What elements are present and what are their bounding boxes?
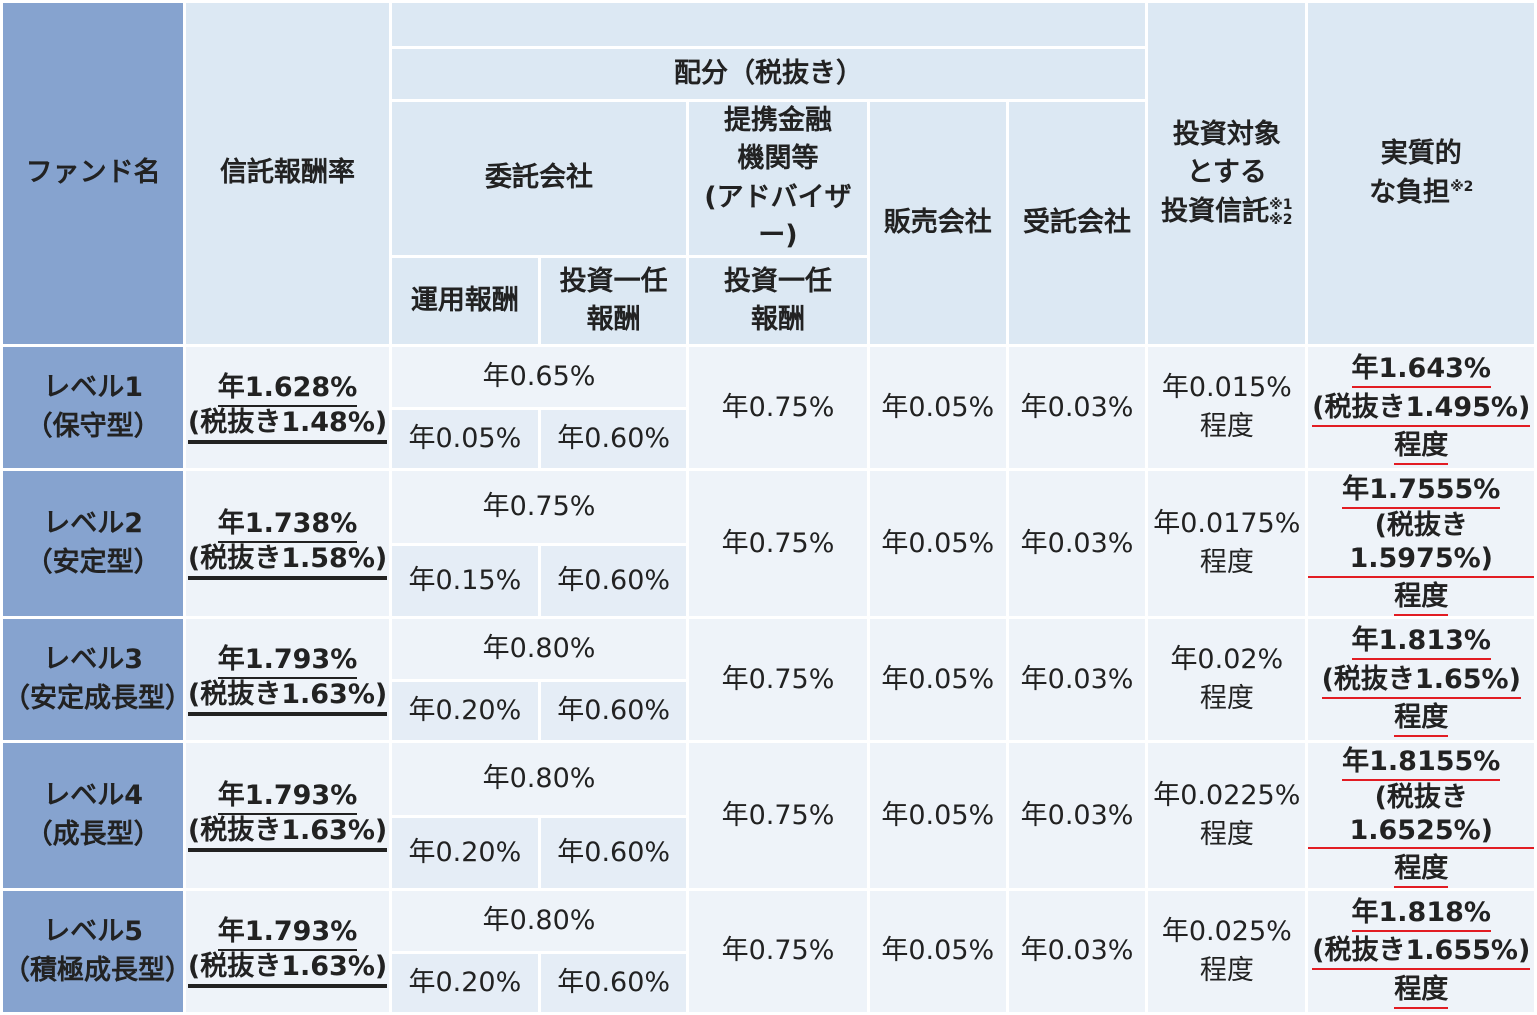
- distributor-fee-cell: 年0.05%: [869, 619, 1006, 741]
- table-row: レベル1 （保守型） 年1.628% (税抜き1.48%) 年0.65% 年0.75…: [3, 347, 1534, 469]
- table-row: レベル5 （積極成長型） 年1.793% (税抜き1.63%) 年0.80% 年0.…: [3, 891, 1534, 1013]
- header-trust-fee-rate: 信託報酬率: [186, 3, 389, 345]
- header-allocation: 配分（税抜き）: [391, 49, 1146, 99]
- header-blank: [391, 3, 1146, 46]
- header-discretionary-fee: 投資一任 報酬: [541, 258, 687, 345]
- management-fee-cell: 年0.05%: [391, 410, 539, 469]
- distributor-fee-cell: 年0.05%: [869, 743, 1006, 889]
- trust-fee-rate-cell: 年1.793% (税抜き1.63%): [186, 891, 389, 1013]
- management-fee-cell: 年0.15%: [391, 546, 539, 617]
- discretionary-fee-cell: 年0.60%: [541, 410, 687, 469]
- header-actual-burden: 実質的 な負担※2: [1308, 3, 1534, 345]
- actual-burden-cell: 年1.643% (税抜き1.495%) 程度: [1308, 347, 1534, 469]
- partner-fee-cell: 年0.75%: [689, 471, 867, 617]
- invest-target-cell: 年0.015% 程度: [1148, 347, 1306, 469]
- trustee-fee-cell: 年0.03%: [1008, 471, 1146, 617]
- consignor-total-cell: 年0.80%: [391, 619, 687, 680]
- fund-name-cell: レベル3 （安定成長型）: [3, 619, 192, 741]
- partner-fee-cell: 年0.75%: [689, 743, 867, 889]
- trustee-fee-cell: 年0.03%: [1008, 619, 1146, 741]
- partner-fee-cell: 年0.75%: [689, 347, 867, 469]
- actual-burden-cell: 年1.818% (税抜き1.655%) 程度: [1308, 891, 1534, 1013]
- consignor-total-cell: 年0.80%: [391, 743, 687, 816]
- header-consignor: 委託会社: [391, 102, 687, 256]
- discretionary-fee-cell: 年0.60%: [541, 954, 687, 1013]
- invest-target-cell: 年0.0225% 程度: [1148, 743, 1306, 889]
- invest-target-cell: 年0.0175% 程度: [1148, 471, 1306, 617]
- partner-fee-cell: 年0.75%: [689, 891, 867, 1013]
- fund-name-cell: レベル4 （成長型）: [3, 743, 184, 889]
- table-row: レベル3 （安定成長型） 年1.793% (税抜き1.63%) 年0.80% 年0.…: [3, 619, 1534, 741]
- management-fee-cell: 年0.20%: [391, 682, 539, 741]
- trust-fee-rate-cell: 年1.628% (税抜き1.48%): [186, 347, 389, 469]
- partner-fee-cell: 年0.75%: [689, 619, 867, 741]
- fund-name-cell: レベル1 （保守型）: [3, 347, 184, 469]
- trust-fee-rate-cell: 年1.793% (税抜き1.63%): [186, 619, 389, 741]
- trustee-fee-cell: 年0.03%: [1008, 743, 1146, 889]
- consignor-total-cell: 年0.75%: [391, 471, 687, 544]
- actual-burden-cell: 年1.7555% (税抜き1.5975%) 程度: [1308, 471, 1534, 617]
- fund-name-cell: レベル5 （積極成長型）: [3, 891, 192, 1013]
- trust-fee-rate-cell: 年1.793% (税抜き1.63%): [186, 743, 389, 889]
- header-partner-discretionary-fee: 投資一任 報酬: [689, 258, 867, 345]
- header-invest-target: 投資対象 とする 投資信託※1 ※2: [1148, 3, 1306, 345]
- discretionary-fee-cell: 年0.60%: [541, 818, 687, 889]
- header-distributor: 販売会社: [869, 102, 1006, 345]
- distributor-fee-cell: 年0.05%: [869, 891, 1006, 1013]
- header-management-fee: 運用報酬: [391, 258, 539, 345]
- trustee-fee-cell: 年0.03%: [1008, 347, 1146, 469]
- discretionary-fee-cell: 年0.60%: [541, 546, 687, 617]
- header-partner: 提携金融 機関等 (アドバイザー): [689, 102, 867, 256]
- header-trustee: 受託会社: [1008, 102, 1146, 345]
- header-fund-name: ファンド名: [3, 3, 184, 345]
- actual-burden-cell: 年1.813% (税抜き1.65%) 程度: [1308, 619, 1534, 741]
- discretionary-fee-cell: 年0.60%: [541, 682, 687, 741]
- consignor-total-cell: 年0.80%: [391, 891, 687, 952]
- management-fee-cell: 年0.20%: [391, 954, 539, 1013]
- invest-notes: ※1 ※2: [1269, 197, 1293, 228]
- management-fee-cell: 年0.20%: [391, 818, 539, 889]
- trust-fee-rate-cell: 年1.738% (税抜き1.58%): [186, 471, 389, 617]
- table-row: レベル4 （成長型） 年1.793% (税抜き1.63%) 年0.80% 年0.75…: [3, 743, 1534, 889]
- invest-target-cell: 年0.025% 程度: [1148, 891, 1306, 1013]
- distributor-fee-cell: 年0.05%: [869, 471, 1006, 617]
- actual-burden-cell: 年1.8155% (税抜き1.6525%) 程度: [1308, 743, 1534, 889]
- invest-target-cell: 年0.02% 程度: [1148, 619, 1306, 741]
- fund-name-cell: レベル2 （安定型）: [3, 471, 184, 617]
- distributor-fee-cell: 年0.05%: [869, 347, 1006, 469]
- trustee-fee-cell: 年0.03%: [1008, 891, 1146, 1013]
- consignor-total-cell: 年0.65%: [391, 347, 687, 408]
- table-row: レベル2 （安定型） 年1.738% (税抜き1.58%) 年0.75% 年0.75…: [3, 471, 1534, 617]
